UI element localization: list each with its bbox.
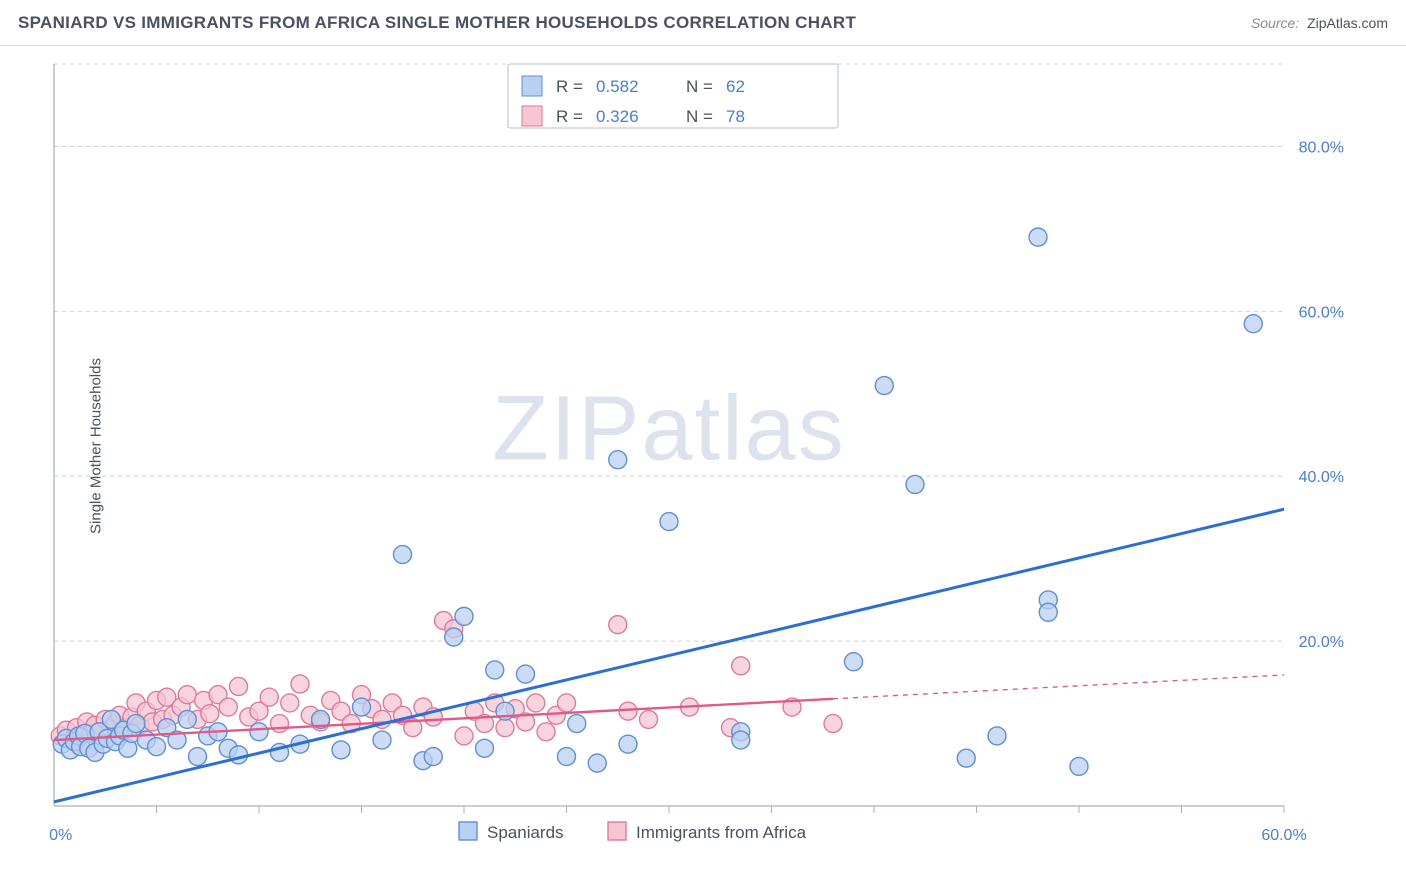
source-attribution: Source: ZipAtlas.com	[1251, 15, 1388, 31]
data-point	[260, 688, 278, 706]
data-point	[455, 727, 473, 745]
data-point	[476, 739, 494, 757]
data-point	[517, 665, 535, 683]
data-point	[537, 723, 555, 741]
chart-area: ZIPatlas 0.0% 60.0% 20.0% 40.0% 60.0% 80.0% R =…	[48, 58, 1350, 848]
legend-swatch	[608, 822, 626, 840]
watermark-text: ZIPatlas	[492, 378, 845, 480]
data-point	[1244, 315, 1262, 333]
legend-series-label: Immigrants from Africa	[636, 823, 807, 842]
source-label: Source:	[1251, 15, 1299, 31]
legend-n-label: N =	[686, 107, 713, 126]
data-point	[1029, 228, 1047, 246]
title-bar: SPANIARD VS IMMIGRANTS FROM AFRICA SINGL…	[0, 0, 1406, 46]
data-point	[230, 677, 248, 695]
data-point	[609, 616, 627, 634]
legend-r-value: 0.326	[596, 107, 639, 126]
data-point	[527, 694, 545, 712]
legend-swatch	[522, 76, 542, 96]
data-point	[332, 741, 350, 759]
data-point	[178, 710, 196, 728]
data-point	[291, 675, 309, 693]
legend-n-value: 78	[726, 107, 745, 126]
data-point	[988, 727, 1006, 745]
data-point	[455, 607, 473, 625]
legend-n-label: N =	[686, 77, 713, 96]
y-tick-label: 40.0%	[1299, 469, 1344, 486]
legend-r-label: R =	[556, 77, 583, 96]
data-point	[271, 715, 289, 733]
data-point	[250, 723, 268, 741]
data-point	[660, 513, 678, 531]
y-tick-label: 20.0%	[1299, 634, 1344, 651]
data-point	[127, 715, 145, 733]
data-point	[640, 710, 658, 728]
data-point	[845, 653, 863, 671]
data-point	[445, 628, 463, 646]
data-point	[732, 657, 750, 675]
legend-r-label: R =	[556, 107, 583, 126]
data-point	[394, 546, 412, 564]
legend-swatch	[459, 822, 477, 840]
trend-line-extrapolated	[833, 675, 1284, 699]
data-point	[178, 686, 196, 704]
legend-r-value: 0.582	[596, 77, 639, 96]
data-point	[957, 749, 975, 767]
data-point	[424, 748, 442, 766]
data-point	[875, 377, 893, 395]
trend-line	[54, 509, 1284, 802]
legend-swatch	[522, 106, 542, 126]
data-point	[148, 738, 166, 756]
data-point	[353, 698, 371, 716]
data-point	[230, 746, 248, 764]
data-point	[619, 735, 637, 753]
y-tick-label: 60.0%	[1299, 304, 1344, 321]
data-point	[219, 698, 237, 716]
data-point	[373, 731, 391, 749]
x-tick-label: 60.0%	[1261, 827, 1306, 844]
data-point	[1039, 603, 1057, 621]
scatter-chart: ZIPatlas 0.0% 60.0% 20.0% 40.0% 60.0% 80.0% R =…	[48, 58, 1350, 848]
data-point	[281, 694, 299, 712]
data-point	[609, 451, 627, 469]
x-tick-label: 0.0%	[48, 827, 72, 844]
data-point	[558, 694, 576, 712]
chart-title: SPANIARD VS IMMIGRANTS FROM AFRICA SINGL…	[18, 13, 856, 33]
data-point	[558, 748, 576, 766]
data-point	[824, 715, 842, 733]
data-point	[732, 731, 750, 749]
data-point	[189, 748, 207, 766]
data-point	[588, 754, 606, 772]
source-value: ZipAtlas.com	[1307, 15, 1388, 31]
data-point	[496, 719, 514, 737]
data-point	[906, 475, 924, 493]
legend-series-label: Spaniards	[487, 823, 564, 842]
data-point	[568, 715, 586, 733]
data-point	[201, 705, 219, 723]
data-point	[1070, 757, 1088, 775]
data-point	[486, 661, 504, 679]
legend-n-value: 62	[726, 77, 745, 96]
y-tick-label: 80.0%	[1299, 139, 1344, 156]
